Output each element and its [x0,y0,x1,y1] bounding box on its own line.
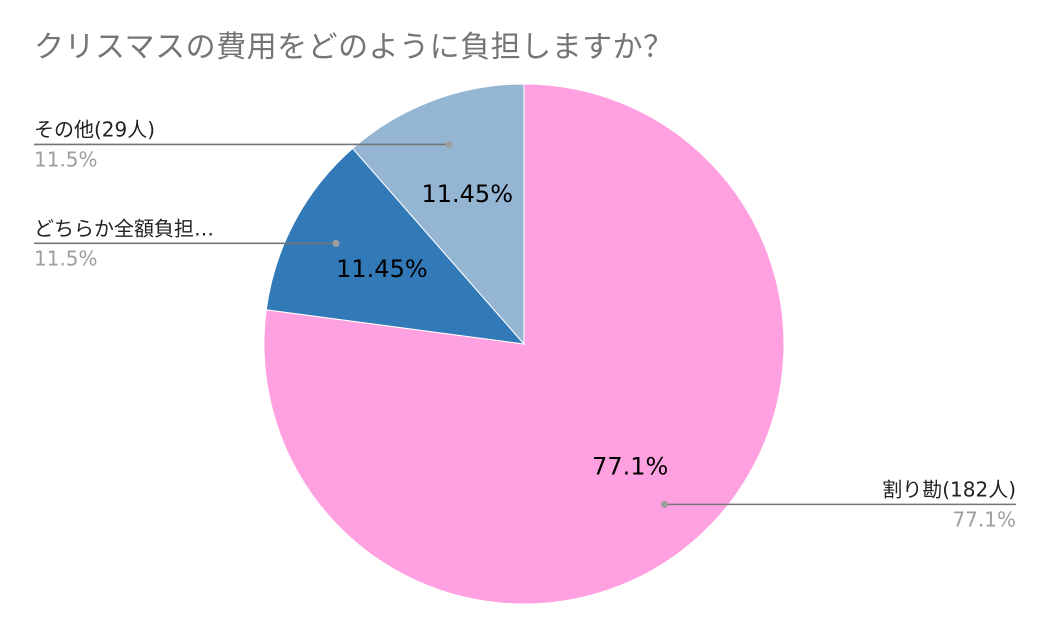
callout-label: 割り勘(182人) [882,477,1016,501]
callout-label: その他(29人) [34,117,155,141]
pie-slice [265,147,526,345]
slice-data-label: 11.45% [336,255,428,283]
callout-dot [660,500,668,508]
slice-data-label: 77.1% [592,452,668,480]
callout-dot [445,140,453,148]
pie-slice [351,83,525,346]
slice-data-label: 11.45% [421,180,513,208]
callout-percent: 11.5% [34,246,98,270]
callout-percent: 77.1% [952,507,1016,531]
callout-label: どちらか全額負担… [34,216,214,240]
callout-percent: 11.5% [34,147,98,171]
callout-dot [332,239,340,247]
chart-title: クリスマスの費用をどのように負担しますか？ [34,30,674,65]
